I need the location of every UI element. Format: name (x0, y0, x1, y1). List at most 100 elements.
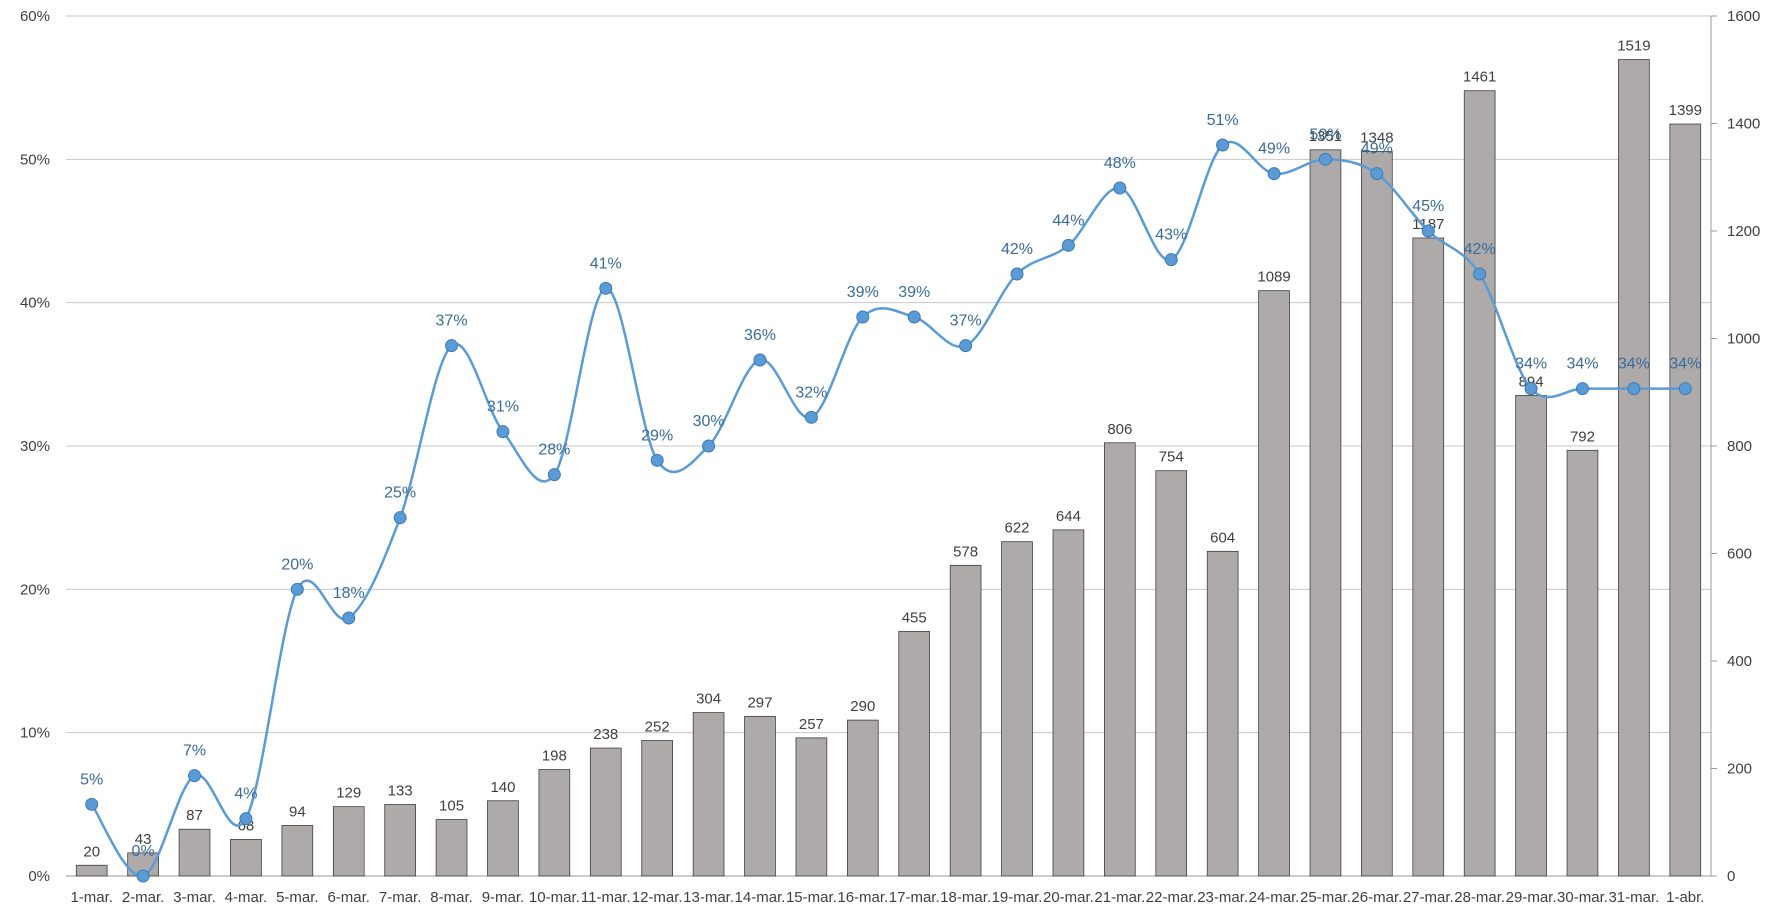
left-axis-tick-label: 10% (20, 725, 50, 742)
line-point (547, 468, 561, 482)
bar-value-label: 1351 (1309, 128, 1342, 145)
x-axis-tick-label: 9-mar. (482, 889, 525, 906)
left-axis-tick-label: 0% (28, 868, 50, 885)
bar (178, 828, 211, 877)
bar-value-label: 94 (289, 803, 306, 820)
right-axis-tick-label: 200 (1727, 761, 1752, 778)
line-point (136, 869, 150, 883)
line-value-label: 39% (847, 284, 879, 301)
x-axis-tick-label: 15-mar. (786, 889, 837, 906)
left-axis: 0% 10% 20% 30% 40% 50% 60% (20, 8, 50, 885)
bar (332, 806, 365, 877)
bar (230, 839, 262, 877)
line-value-label: 0% (132, 843, 155, 860)
bar (949, 564, 982, 877)
bar (1412, 237, 1445, 877)
left-axis-tick-label: 60% (20, 8, 50, 25)
bar (1001, 541, 1033, 877)
right-axis-tick-label: 1600 (1727, 8, 1760, 25)
line-value-label: 43% (1155, 227, 1187, 244)
bar (1155, 470, 1188, 877)
line-data-labels: 5% 0% 7% 4% 20% 18% 25% 37% 31% 28% 41% 29% 30% 36% 32… (80, 112, 1701, 860)
line-value-label: 32% (795, 384, 827, 401)
bar (1361, 151, 1393, 877)
x-axis-tick-label: 20-mar. (1043, 889, 1094, 906)
bar-value-label: 133 (388, 783, 413, 800)
x-axis-tick-label: 11-mar. (581, 889, 631, 906)
x-axis-tick-label: 23-mar. (1197, 889, 1248, 906)
line-point (650, 453, 664, 467)
bar-value-label: 622 (1005, 520, 1030, 537)
line-point (1524, 382, 1538, 396)
bar (435, 819, 468, 877)
line-value-label: 25% (384, 485, 416, 502)
bar-value-label: 604 (1210, 529, 1235, 546)
right-axis-tick-label: 400 (1727, 653, 1752, 670)
line-point (1473, 267, 1487, 281)
bar-value-label: 792 (1570, 428, 1595, 445)
bar-value-label: 43 (135, 831, 152, 848)
x-axis-tick-label: 30-mar. (1557, 889, 1608, 906)
line-value-label: 50% (1309, 126, 1341, 143)
bar (744, 715, 776, 877)
bar-value-label: 644 (1056, 508, 1081, 525)
line-point (1678, 382, 1692, 396)
x-axis-tick-label: 10-mar. (529, 889, 580, 906)
line-value-label: 31% (487, 399, 519, 416)
line-point (804, 410, 818, 424)
x-axis-tick-label: 8-mar. (430, 889, 473, 906)
bar (1515, 395, 1547, 877)
line-point (496, 425, 510, 439)
bar-value-label: 238 (593, 726, 618, 743)
x-axis-tick-label: 17-mar. (889, 889, 940, 906)
line-value-label: 30% (693, 413, 725, 430)
line-point (188, 769, 202, 783)
bar (1052, 529, 1085, 877)
bar-value-label: 257 (799, 716, 824, 733)
line-point (1164, 253, 1178, 267)
x-axis-tick-label: 22-mar. (1146, 889, 1197, 906)
x-axis-tick-label: 18-mar. (940, 889, 991, 906)
line-point (1318, 152, 1332, 166)
bar-value-label: 578 (953, 543, 978, 560)
line-value-label: 36% (744, 327, 776, 344)
bar-value-label: 290 (850, 698, 875, 715)
bar-value-label: 806 (1107, 421, 1132, 438)
x-axis-tick-label: 27-mar. (1403, 889, 1454, 906)
bar (846, 719, 879, 877)
line-point (702, 439, 716, 453)
x-axis-tick-label: 29-mar. (1506, 889, 1557, 906)
bar (898, 631, 931, 877)
line-value-label: 34% (1515, 356, 1547, 373)
x-axis-tick-label: 21-mar. (1094, 889, 1145, 906)
x-axis-tick-label: 4-mar. (225, 889, 268, 906)
line-point (1627, 382, 1641, 396)
right-axis: 0 200 400 600 800 1000 1200 1400 1600 (1710, 8, 1760, 885)
x-axis-tick-label: 1-mar. (70, 889, 113, 906)
line-value-label: 42% (1464, 241, 1496, 258)
line-value-label: 45% (1412, 198, 1444, 215)
line-value-label: 48% (1104, 155, 1136, 172)
line-value-label: 37% (950, 313, 982, 330)
line-point (1575, 382, 1589, 396)
bar (487, 800, 519, 877)
bar-value-label: 105 (439, 798, 464, 815)
bar-value-label: 1348 (1360, 129, 1393, 146)
line-value-label: 37% (436, 313, 468, 330)
line-point (290, 582, 304, 596)
line-value-label: 34% (1669, 356, 1701, 373)
left-axis-tick-label: 20% (20, 581, 50, 598)
x-axis-tick-label: 14-mar. (735, 889, 786, 906)
x-axis-tick-label: 12-mar. (632, 889, 683, 906)
left-axis-tick-label: 40% (20, 295, 50, 312)
line-point (907, 310, 921, 324)
bar (1206, 550, 1239, 877)
line-point (856, 310, 870, 324)
bar-value-label: 140 (490, 779, 515, 796)
line-value-label: 39% (898, 284, 930, 301)
line-value-label: 34% (1566, 356, 1598, 373)
line-value-label: 49% (1258, 141, 1290, 158)
